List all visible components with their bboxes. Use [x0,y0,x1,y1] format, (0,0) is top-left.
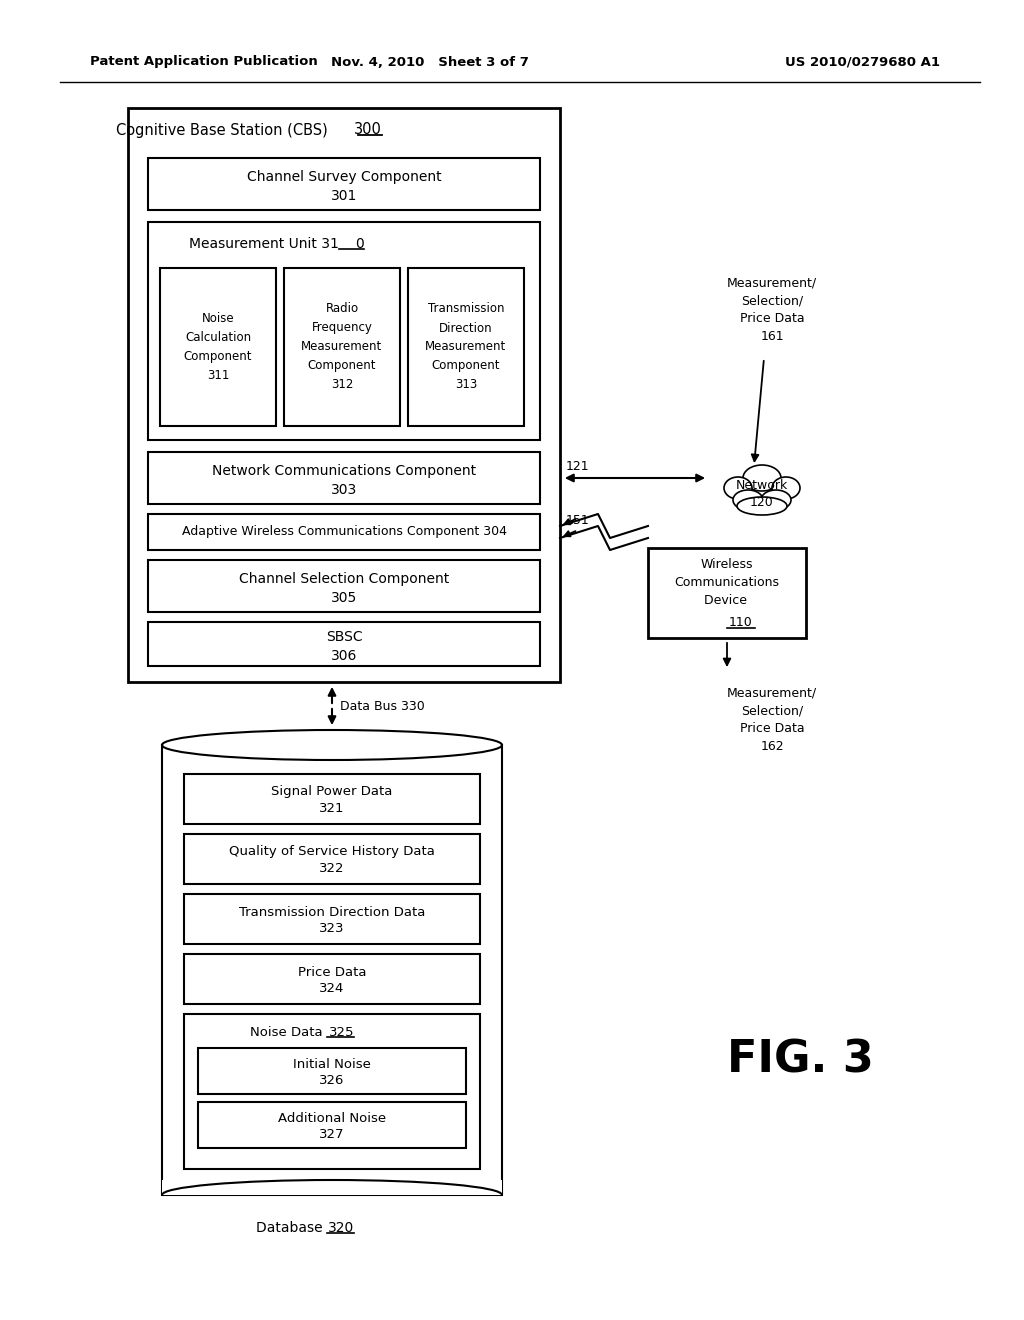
Text: 121: 121 [566,461,590,474]
Text: 303: 303 [331,483,357,498]
Text: 300: 300 [354,123,382,137]
Ellipse shape [162,730,502,760]
Bar [160,268,276,426]
Ellipse shape [743,465,781,491]
Text: 306: 306 [331,649,357,663]
Text: 321: 321 [319,803,345,816]
Text: FIG. 3: FIG. 3 [727,1039,873,1081]
Text: Transmission Direction Data: Transmission Direction Data [239,906,425,919]
Text: Measurement/
Selection/
Price Data
162: Measurement/ Selection/ Price Data 162 [727,686,817,754]
Text: Noise Data: Noise Data [250,1026,327,1039]
Text: Radio
Frequency
Measurement
Component
312: Radio Frequency Measurement Component 31… [301,302,383,392]
Text: Transmission
Direction
Measurement
Component
313: Transmission Direction Measurement Compo… [425,302,507,392]
Bar [148,451,540,504]
Bar [148,560,540,612]
Bar [648,548,806,638]
Text: Additional Noise: Additional Noise [278,1111,386,1125]
Text: Nov. 4, 2010   Sheet 3 of 7: Nov. 4, 2010 Sheet 3 of 7 [331,55,529,69]
Text: 320: 320 [328,1221,354,1236]
Ellipse shape [772,477,800,499]
Text: 301: 301 [331,189,357,203]
Text: Channel Selection Component: Channel Selection Component [239,572,450,586]
Text: SBSC: SBSC [326,630,362,644]
Bar [148,158,540,210]
Text: 323: 323 [319,923,345,936]
Text: 322: 322 [319,862,345,875]
Bar [198,1102,466,1148]
Text: Adaptive Wireless Communications Component 304: Adaptive Wireless Communications Compone… [181,525,507,539]
Bar [162,744,502,1195]
Ellipse shape [737,498,787,515]
Text: Network Communications Component: Network Communications Component [212,465,476,478]
Text: Price Data: Price Data [298,965,367,978]
Ellipse shape [733,490,763,510]
Text: 0: 0 [355,238,364,251]
Text: 325: 325 [329,1026,354,1039]
Bar [184,894,480,944]
Text: Patent Application Publication: Patent Application Publication [90,55,317,69]
Text: Network
120: Network 120 [736,479,788,510]
Ellipse shape [724,477,752,499]
Text: Channel Survey Component: Channel Survey Component [247,170,441,183]
Bar [184,1014,480,1170]
Text: Wireless
Communications
Device: Wireless Communications Device [675,558,779,607]
Bar [184,774,480,824]
Text: Noise
Calculation
Component
311: Noise Calculation Component 311 [183,312,252,381]
Bar [148,222,540,440]
Bar [148,622,540,667]
Text: Measurement/
Selection/
Price Data
161: Measurement/ Selection/ Price Data 161 [727,276,817,343]
Text: Measurement Unit 31: Measurement Unit 31 [189,238,339,251]
Text: 305: 305 [331,591,357,605]
Text: Cognitive Base Station (CBS): Cognitive Base Station (CBS) [116,123,332,137]
Text: Data Bus 330: Data Bus 330 [340,700,425,713]
Text: 326: 326 [319,1074,345,1088]
Text: Initial Noise: Initial Noise [293,1057,371,1071]
Text: Signal Power Data: Signal Power Data [271,785,392,799]
Text: Database: Database [256,1221,327,1236]
Bar [162,1180,502,1195]
Text: 110: 110 [729,616,753,630]
Text: 324: 324 [319,982,345,995]
Bar [198,1048,466,1094]
Bar [128,108,560,682]
Bar [148,513,540,550]
Text: US 2010/0279680 A1: US 2010/0279680 A1 [785,55,940,69]
Bar [408,268,524,426]
Ellipse shape [761,490,791,510]
Text: 151: 151 [566,513,590,527]
Bar [184,834,480,884]
Text: 327: 327 [319,1129,345,1142]
Bar [284,268,400,426]
Bar [184,954,480,1005]
Text: Quality of Service History Data: Quality of Service History Data [229,846,435,858]
